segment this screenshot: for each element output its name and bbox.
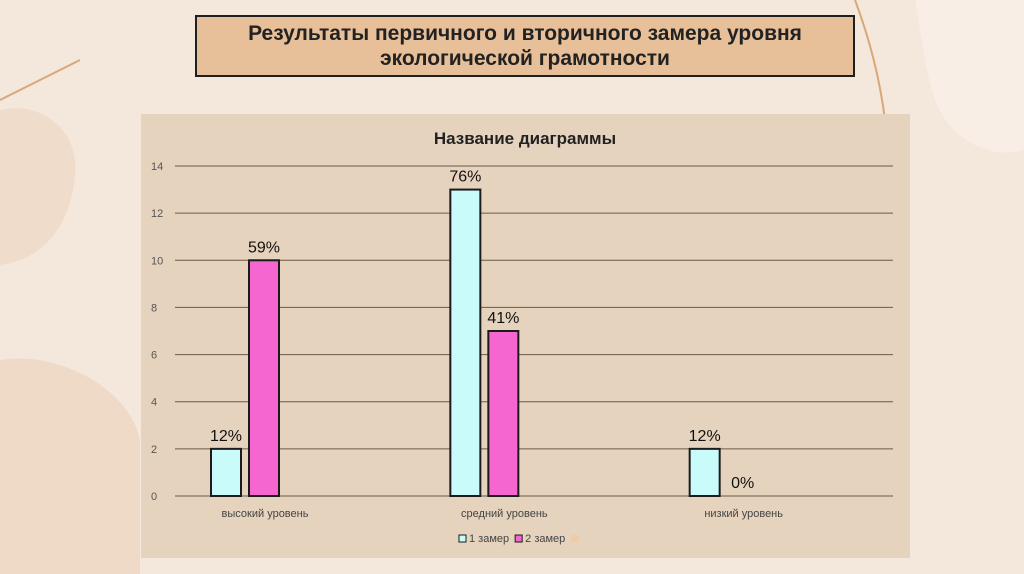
bars xyxy=(210,188,721,498)
background-blob-right xyxy=(915,0,1024,153)
slide-title: Результаты первичного и вторичного замер… xyxy=(248,22,802,70)
legend-label: 1 замер xyxy=(469,533,509,545)
y-tick-label: 14 xyxy=(151,161,163,173)
y-axis-ticks: 0 2 4 6 8 10 12 14 xyxy=(151,161,163,503)
background-curve xyxy=(854,0,886,121)
data-label: 59% xyxy=(248,239,280,256)
bar xyxy=(449,188,482,497)
data-label: 12% xyxy=(689,428,721,445)
x-category-label: высокий уровень xyxy=(222,508,309,520)
gridlines xyxy=(175,165,893,497)
chart-title: Название диаграммы xyxy=(434,129,616,148)
y-tick-label: 0 xyxy=(151,491,157,503)
background-blob-bottom-left xyxy=(0,358,140,574)
legend-swatch xyxy=(514,534,523,543)
x-category-label: низкий уровень xyxy=(704,508,783,520)
y-tick-label: 4 xyxy=(151,397,157,409)
data-label: 41% xyxy=(487,310,519,327)
data-label: 76% xyxy=(449,169,481,186)
y-tick-label: 2 xyxy=(151,444,157,456)
background-blob-left xyxy=(0,108,76,266)
bar xyxy=(487,330,520,497)
y-tick-label: 10 xyxy=(151,255,163,267)
chart-area: Название диаграммы 0 2 4 6 8 10 12 14 12% 59% 76%… xyxy=(141,114,910,558)
legend: 1 замер 2 замер xyxy=(458,533,579,545)
legend-swatch xyxy=(571,535,579,542)
y-tick-label: 6 xyxy=(151,350,157,362)
legend-swatch xyxy=(458,534,467,543)
x-axis-categories: высокий уровень средний уровень низкий уро… xyxy=(222,508,784,520)
slide-title-box: Результаты первичного и вторичного замер… xyxy=(195,15,855,77)
background-curve-left xyxy=(0,59,81,101)
x-category-label: средний уровень xyxy=(461,508,548,520)
legend-label: 2 замер xyxy=(525,533,565,545)
bar xyxy=(688,447,721,498)
bar-chart: Название диаграммы 0 2 4 6 8 10 12 14 12% 59% 76%… xyxy=(151,129,893,545)
bar xyxy=(210,447,242,498)
y-tick-label: 12 xyxy=(151,208,163,220)
data-labels: 12% 59% 76% 41% 12% 0% xyxy=(210,169,754,492)
data-label: 12% xyxy=(210,428,242,445)
bar xyxy=(248,259,280,497)
y-tick-label: 8 xyxy=(151,302,157,314)
data-label: 0% xyxy=(731,475,754,492)
